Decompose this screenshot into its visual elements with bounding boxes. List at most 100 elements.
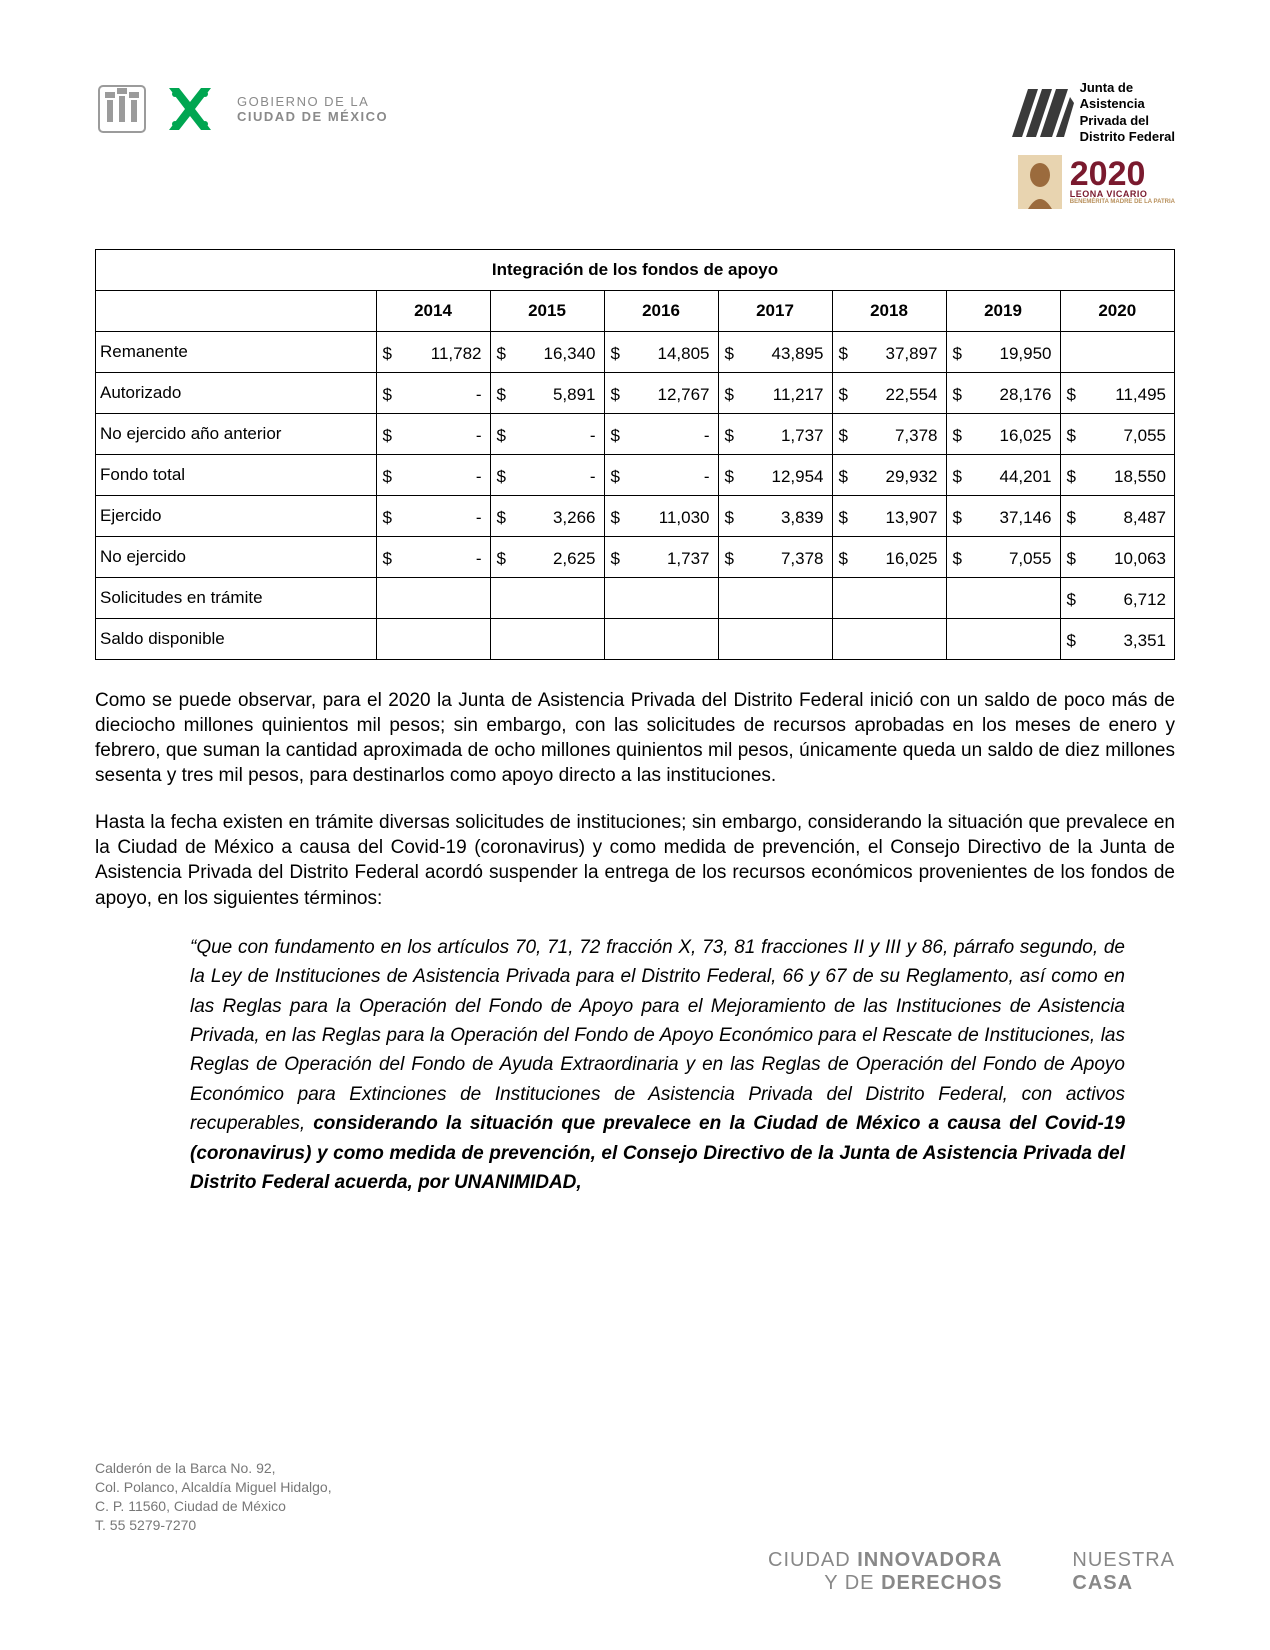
table-title-row: Integración de los fondos de apoyo <box>96 250 1174 291</box>
vicario-logo: 2020 LEONA VICARIO BENEMÉRITA MADRE DE L… <box>1018 155 1175 209</box>
table-header-year: 2014 <box>376 291 490 332</box>
amount-cell: $- <box>376 496 490 537</box>
row-label: Remanente <box>96 332 376 373</box>
slogan-innovadora: CIUDAD INNOVADORA Y DE DERECHOS <box>768 1549 1002 1595</box>
amount-cell: $29,932 <box>832 455 946 496</box>
amount-cell: $- <box>376 537 490 578</box>
quote-bold: considerando la situación que prevalece … <box>190 1113 1125 1193</box>
amount-cell: $7,378 <box>718 537 832 578</box>
amount-cell <box>376 578 490 619</box>
amount-cell: $- <box>604 414 718 455</box>
gov-line2: CIUDAD DE MÉXICO <box>237 109 388 124</box>
gov-line1: GOBIERNO DE LA <box>237 94 388 109</box>
slogan-text: CASA <box>1072 1572 1133 1594</box>
footer-address: Calderón de la Barca No. 92, Col. Polanc… <box>95 1459 1175 1535</box>
amount-cell: $5,891 <box>490 373 604 414</box>
addr-line: T. 55 5279-7270 <box>95 1516 1175 1535</box>
vicario-portrait-icon <box>1018 155 1062 209</box>
amount-cell: $3,351 <box>1060 619 1174 660</box>
jap-stripes-icon <box>1012 89 1074 137</box>
amount-cell <box>490 578 604 619</box>
amount-cell <box>604 619 718 660</box>
amount-cell <box>376 619 490 660</box>
amount-cell: $12,954 <box>718 455 832 496</box>
table-title: Integración de los fondos de apoyo <box>96 250 1174 291</box>
jap-text: Junta de Asistencia Privada del Distrito… <box>1080 80 1175 145</box>
row-label: Saldo disponible <box>96 619 376 660</box>
slogan-text: DERECHOS <box>881 1572 1002 1594</box>
table-row: Ejercido$-$3,266$11,030$3,839$13,907$37,… <box>96 496 1174 537</box>
table-row: Fondo total$-$-$-$12,954$29,932$44,201$1… <box>96 455 1174 496</box>
row-label: Autorizado <box>96 373 376 414</box>
table-header-blank <box>96 291 376 332</box>
amount-cell: $14,805 <box>604 332 718 373</box>
cdmx-x-icon <box>161 80 219 138</box>
addr-line: Col. Polanco, Alcaldía Miguel Hidalgo, <box>95 1478 1175 1497</box>
vicario-sub: BENEMÉRITA MADRE DE LA PATRIA <box>1070 199 1175 205</box>
amount-cell: $- <box>604 455 718 496</box>
quote-block: “Que con fundamento en los artículos 70,… <box>190 933 1125 1198</box>
amount-cell: $28,176 <box>946 373 1060 414</box>
slogan-text: CIUDAD <box>768 1549 857 1571</box>
amount-cell: $- <box>490 414 604 455</box>
amount-cell: $- <box>376 455 490 496</box>
amount-cell <box>946 578 1060 619</box>
amount-cell: $18,550 <box>1060 455 1174 496</box>
slogan-casa: NUESTRA CASA <box>1072 1549 1175 1595</box>
table-header-year: 2019 <box>946 291 1060 332</box>
amount-cell: $7,055 <box>946 537 1060 578</box>
table-row: No ejercido año anterior$-$-$-$1,737$7,3… <box>96 414 1174 455</box>
row-label: No ejercido <box>96 537 376 578</box>
vicario-name: LEONA VICARIO <box>1070 189 1175 199</box>
addr-line: Calderón de la Barca No. 92, <box>95 1459 1175 1478</box>
amount-cell: $19,950 <box>946 332 1060 373</box>
table-row: Saldo disponible $3,351 <box>96 619 1174 660</box>
footer-slogans: CIUDAD INNOVADORA Y DE DERECHOS NUESTRA … <box>95 1549 1175 1595</box>
amount-cell: $- <box>376 414 490 455</box>
amount-cell <box>718 619 832 660</box>
cdmx-seal-icon <box>95 82 149 136</box>
amount-cell <box>1060 332 1174 373</box>
paragraph-2: Hasta la fecha existen en trámite divers… <box>95 810 1175 910</box>
funds-table-wrap: Integración de los fondos de apoyo 2014 … <box>95 249 1175 660</box>
amount-cell: $10,063 <box>1060 537 1174 578</box>
amount-cell <box>718 578 832 619</box>
jap-line4: Distrito Federal <box>1080 129 1175 145</box>
paragraph-1: Como se puede observar, para el 2020 la … <box>95 688 1175 788</box>
row-label: Solicitudes en trámite <box>96 578 376 619</box>
vicario-year: 2020 <box>1070 159 1175 190</box>
amount-cell <box>832 619 946 660</box>
slogan-text: Y DE <box>824 1572 881 1594</box>
amount-cell: $1,737 <box>718 414 832 455</box>
amount-cell: $43,895 <box>718 332 832 373</box>
table-header-row: 2014 2015 2016 2017 2018 2019 2020 <box>96 291 1174 332</box>
amount-cell: $16,340 <box>490 332 604 373</box>
amount-cell: $7,378 <box>832 414 946 455</box>
amount-cell: $12,767 <box>604 373 718 414</box>
table-row: Remanente$11,782$16,340$14,805$43,895$37… <box>96 332 1174 373</box>
quote-plain: “Que con fundamento en los artículos 70,… <box>190 937 1125 1135</box>
amount-cell: $16,025 <box>946 414 1060 455</box>
amount-cell: $11,495 <box>1060 373 1174 414</box>
amount-cell <box>946 619 1060 660</box>
amount-cell: $13,907 <box>832 496 946 537</box>
right-logo-group: Junta de Asistencia Privada del Distrito… <box>1012 80 1175 209</box>
amount-cell: $8,487 <box>1060 496 1174 537</box>
page-footer: Calderón de la Barca No. 92, Col. Polanc… <box>95 1459 1175 1595</box>
amount-cell: $11,217 <box>718 373 832 414</box>
table-header-year: 2020 <box>1060 291 1174 332</box>
row-label: No ejercido año anterior <box>96 414 376 455</box>
amount-cell: $3,266 <box>490 496 604 537</box>
amount-cell: $1,737 <box>604 537 718 578</box>
jap-logo: Junta de Asistencia Privada del Distrito… <box>1012 80 1175 145</box>
amount-cell: $11,030 <box>604 496 718 537</box>
amount-cell: $2,625 <box>490 537 604 578</box>
amount-cell: $7,055 <box>1060 414 1174 455</box>
amount-cell <box>490 619 604 660</box>
amount-cell <box>604 578 718 619</box>
amount-cell: $3,839 <box>718 496 832 537</box>
table-header-year: 2017 <box>718 291 832 332</box>
addr-line: C. P. 11560, Ciudad de México <box>95 1497 1175 1516</box>
table-header-year: 2016 <box>604 291 718 332</box>
amount-cell: $44,201 <box>946 455 1060 496</box>
